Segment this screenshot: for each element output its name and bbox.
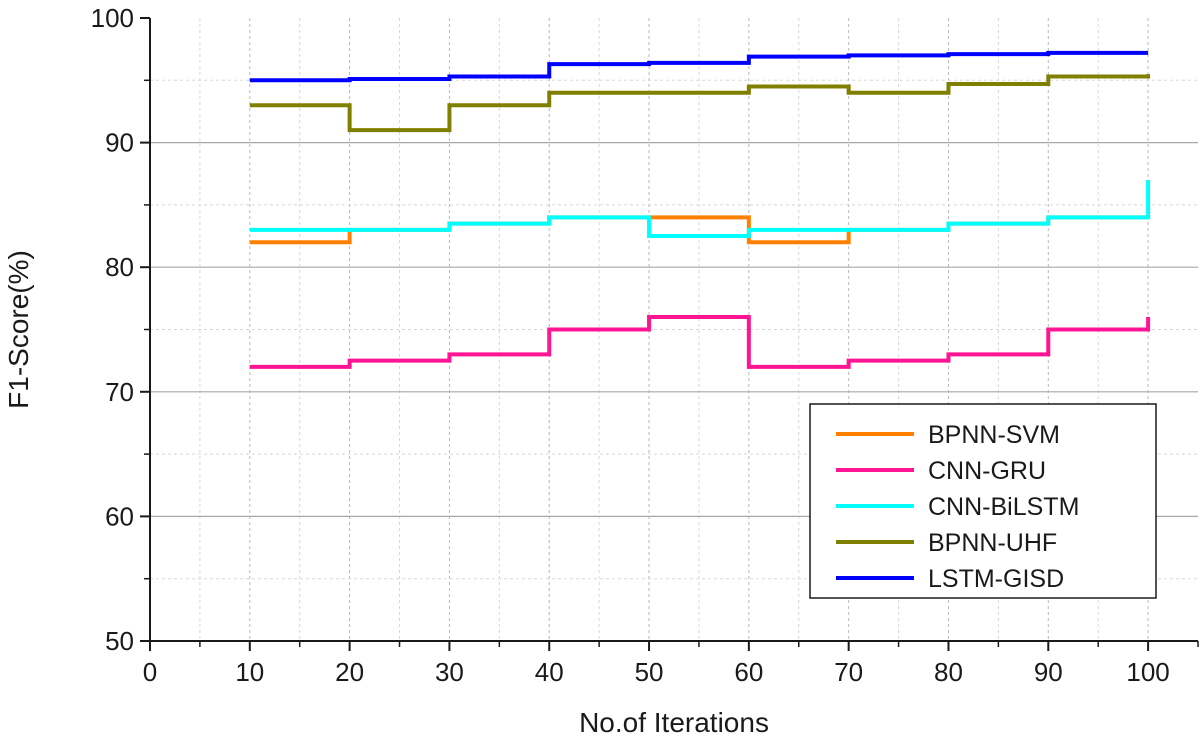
tick-labels: 0 10 20 30 40 50 60 70 80 90 100 50 60 70 80 90 100	[91, 3, 1170, 687]
legend-box	[809, 403, 1157, 599]
series-line-lstm-gisd	[249, 50, 1149, 83]
x-tick-label: 60	[734, 657, 763, 687]
x-tick-label: 90	[1034, 657, 1063, 687]
y-tick-label: 60	[105, 501, 134, 531]
y-tick-label: 70	[105, 377, 134, 407]
series-line-cnn-bilstm	[249, 179, 1151, 239]
series-line-cnn-gru	[249, 315, 1151, 369]
x-tick-label: 40	[535, 657, 564, 687]
legend-label: CNN-GRU	[928, 457, 1046, 485]
legend-label: CNN-BiLSTM	[928, 493, 1079, 521]
x-tick-label: 30	[435, 657, 464, 687]
x-tick-label: 70	[834, 657, 863, 687]
legend-label: LSTM-GISD	[928, 565, 1064, 593]
x-tick-label: 20	[335, 657, 364, 687]
series-line-bpnn-uhf	[249, 74, 1151, 133]
x-tick-label: 80	[934, 657, 963, 687]
legend-label: BPNN-UHF	[928, 529, 1057, 557]
y-tick-label: 50	[105, 626, 134, 656]
y-tick-label: 90	[105, 128, 134, 158]
legend: BPNN-SVM CNN-GRU CNN-BiLSTM BPNN-UHF LSTM-GI…	[809, 403, 1157, 599]
y-tick-label: 100	[91, 3, 134, 33]
y-tick-label: 80	[105, 252, 134, 282]
y-axis-title: F1-Score(%)	[3, 250, 34, 409]
axes	[140, 17, 1199, 651]
x-tick-label: 0	[143, 657, 157, 687]
x-axis-title: No.of Iterations	[579, 707, 769, 738]
legend-label: BPNN-SVM	[928, 421, 1060, 449]
x-tick-label: 10	[235, 657, 264, 687]
x-tick-label: 50	[635, 657, 664, 687]
series-lines	[249, 50, 1151, 369]
x-tick-label: 100	[1126, 657, 1169, 687]
